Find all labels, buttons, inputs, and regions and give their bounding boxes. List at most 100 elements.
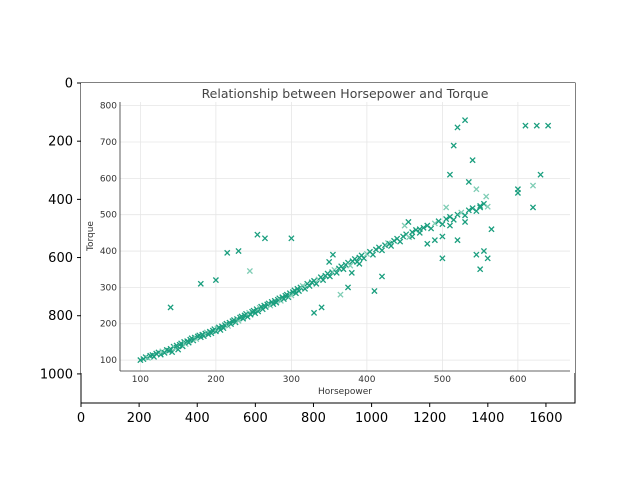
scatter-point [306, 282, 313, 289]
scatter-point [167, 304, 174, 311]
scatter-point [469, 157, 476, 164]
scatter-point [439, 255, 446, 262]
scatter-point [255, 308, 262, 315]
y-tick-label: 100 [100, 356, 117, 366]
outer-y-tick-label: 800 [48, 309, 73, 324]
scatter-point [545, 122, 552, 129]
scatter-point [443, 215, 450, 223]
scatter-point [439, 221, 446, 228]
scatter-point [537, 171, 544, 178]
outer-x-tick-label: 800 [301, 411, 326, 426]
scatter-point [240, 315, 247, 322]
scatter-point [443, 204, 450, 211]
scatter-point [465, 178, 472, 186]
scatter-point [277, 297, 284, 304]
scatter-point [217, 326, 224, 333]
x-tick-label: 500 [434, 375, 451, 385]
y-tick-label: 700 [100, 138, 117, 148]
scatter-point [347, 262, 354, 269]
scatter-point [246, 267, 253, 275]
scatter-point [446, 222, 454, 229]
scatter-point [295, 287, 303, 295]
scatter-point [405, 218, 412, 226]
x-tick-label: 200 [207, 375, 224, 385]
outer-y-tick-label: 600 [48, 251, 73, 266]
scatter-point [360, 255, 367, 262]
scatter-point [477, 204, 484, 211]
y-tick-label: 300 [100, 283, 117, 293]
scatter-point [267, 302, 274, 309]
outer-x-tick-label: 1600 [529, 411, 562, 426]
scatter-point [461, 212, 469, 219]
scatter-point [227, 321, 235, 328]
scatter-point [533, 122, 540, 129]
scatter-point [477, 266, 484, 273]
inner-background [81, 83, 575, 373]
x-tick-label: 400 [358, 375, 375, 385]
scatter-point [450, 142, 457, 149]
scatter-point [424, 240, 431, 247]
scatter-point [333, 269, 340, 276]
y-axis-label: Torque [86, 221, 96, 252]
scatter-point [431, 237, 438, 244]
scatter-point [344, 284, 352, 291]
inner-x-ticks: 100 200 300 400 500 600 [132, 375, 527, 385]
scatter-point [450, 216, 457, 223]
x-tick-label: 300 [283, 375, 300, 385]
scatter-point [454, 124, 461, 131]
scatter-point [285, 294, 292, 301]
scatter-point [182, 341, 189, 348]
scatter-point [320, 277, 327, 284]
outer-y-tick-label: 400 [48, 193, 73, 208]
scatter-point [529, 204, 537, 211]
scatter-point [247, 311, 254, 318]
outer-x-tick-label: 1400 [471, 411, 504, 426]
y-tick-label: 800 [100, 102, 117, 112]
scatter-point [310, 309, 318, 316]
scatter-point [224, 322, 232, 329]
scatter-point [326, 258, 333, 266]
scatter-point [397, 238, 404, 245]
grid-lines [120, 102, 570, 371]
scatter-points [137, 117, 552, 364]
outer-x-tick-label: 0 [77, 411, 85, 426]
scatter-point [252, 310, 259, 317]
outer-y-tick-label: 0 [65, 77, 73, 92]
scatter-point [461, 117, 469, 124]
scatter-point [480, 247, 487, 255]
outer-x-ticks: 0 200 400 600 800 1000 1200 1400 1600 [77, 403, 562, 426]
scatter-point [291, 287, 298, 294]
scatter-point [224, 249, 231, 256]
scatter-point [220, 325, 227, 332]
y-tick-label: 200 [100, 320, 117, 330]
scatter-point [270, 301, 277, 308]
y-tick-label: 400 [100, 247, 117, 257]
x-axis-label: Horsepower [318, 387, 372, 397]
scatter-point [409, 233, 416, 240]
scatter-point [454, 237, 461, 244]
scatter-point [356, 260, 363, 267]
inner-y-ticks: 100 200 300 400 500 600 700 800 [100, 102, 117, 366]
scatter-point [378, 273, 386, 280]
x-tick-label: 600 [509, 375, 526, 385]
scatter-point [197, 280, 204, 287]
scatter-point [313, 280, 320, 287]
scatter-point [212, 328, 219, 335]
scatter-point [301, 285, 309, 292]
scatter-point [484, 255, 491, 262]
scatter-point [150, 353, 158, 360]
scatter-point [488, 226, 495, 233]
x-tick-label: 100 [132, 375, 149, 385]
outer-x-tick-label: 200 [127, 411, 152, 426]
y-tick-label: 600 [100, 174, 117, 184]
scatter-point [428, 225, 435, 232]
outer-x-tick-label: 1200 [413, 411, 446, 426]
scatter-point [416, 226, 423, 233]
scatter-point [431, 220, 438, 227]
scatter-point [232, 319, 239, 326]
scatter-point [446, 171, 454, 178]
scatter-point [473, 251, 480, 258]
outer-axes: 0 200 400 600 800 1000 1200 1400 1600 0 200 400 600… [40, 77, 576, 426]
scatter-point [529, 182, 537, 189]
